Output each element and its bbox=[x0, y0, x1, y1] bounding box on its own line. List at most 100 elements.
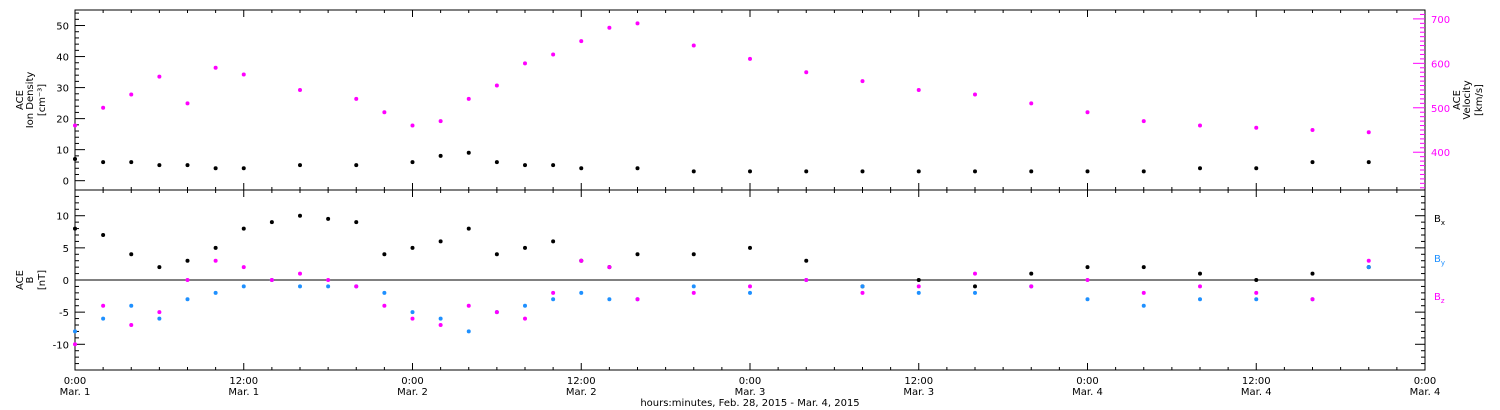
by-point bbox=[916, 290, 921, 295]
density-point bbox=[1366, 160, 1371, 165]
bx-point bbox=[410, 245, 415, 250]
bx-point bbox=[438, 239, 443, 244]
bz-point bbox=[269, 278, 274, 282]
bz-point bbox=[1366, 258, 1371, 263]
density-point bbox=[438, 153, 443, 158]
bz-point bbox=[438, 323, 443, 327]
bz-point bbox=[1141, 290, 1146, 295]
b-label-line2: B bbox=[25, 276, 36, 283]
bx-point bbox=[494, 252, 499, 257]
x-tick-time: 0:00 bbox=[1076, 376, 1098, 387]
density-point bbox=[860, 169, 865, 174]
bx-point bbox=[298, 213, 302, 218]
data-marks bbox=[73, 21, 1371, 347]
b-label-line3: [nT] bbox=[37, 270, 48, 290]
bz-point bbox=[298, 271, 302, 276]
x-tick-time: 12:00 bbox=[904, 376, 933, 387]
bx-point bbox=[157, 265, 162, 270]
by-point bbox=[326, 284, 331, 289]
x-tick-date: Mar. 1 bbox=[228, 387, 259, 398]
by-point bbox=[298, 284, 302, 289]
bz-point bbox=[494, 310, 499, 315]
velocity-point bbox=[860, 79, 865, 84]
bz-point bbox=[1029, 284, 1034, 289]
bz-point bbox=[157, 310, 162, 315]
density-tick-label: 20 bbox=[56, 115, 69, 126]
density-point bbox=[129, 160, 134, 165]
bx-point bbox=[241, 226, 246, 231]
bz-point bbox=[354, 284, 359, 289]
bz-point bbox=[241, 265, 246, 270]
by-point bbox=[213, 290, 218, 295]
bx-point bbox=[1254, 278, 1259, 282]
velocity-label-line3: [km/s] bbox=[1474, 84, 1485, 116]
bz-point bbox=[1254, 290, 1259, 295]
by-point bbox=[241, 284, 246, 289]
bx-point bbox=[691, 252, 696, 257]
velocity-point bbox=[804, 70, 809, 75]
b-legend: Bx By Bz bbox=[1434, 214, 1445, 305]
velocity-point bbox=[241, 72, 246, 77]
x-tick-time: 0:00 bbox=[64, 376, 86, 387]
density-point bbox=[1198, 166, 1202, 171]
density-point bbox=[466, 150, 471, 155]
x-tick-time: 0:00 bbox=[1414, 376, 1436, 387]
velocity-point bbox=[607, 25, 612, 30]
density-point bbox=[691, 169, 696, 174]
bz-point bbox=[607, 265, 612, 270]
velocity-point bbox=[129, 92, 134, 97]
bz-point bbox=[916, 284, 921, 289]
density-point bbox=[157, 163, 162, 168]
legend-by: By bbox=[1434, 254, 1445, 267]
velocity-point bbox=[916, 88, 921, 92]
density-point bbox=[551, 163, 556, 168]
by-point bbox=[129, 303, 134, 308]
density-tick-label: 30 bbox=[56, 84, 69, 95]
velocity-point bbox=[579, 39, 584, 44]
velocity-point bbox=[382, 110, 387, 115]
density-point bbox=[804, 169, 809, 174]
by-point bbox=[1198, 297, 1202, 302]
bz-point bbox=[635, 297, 640, 302]
bz-point bbox=[804, 278, 809, 282]
density-point bbox=[298, 163, 302, 168]
x-tick-time: 12:00 bbox=[229, 376, 258, 387]
bx-point bbox=[1085, 265, 1090, 270]
by-point bbox=[973, 290, 977, 295]
b-tick-label: -5 bbox=[59, 308, 69, 319]
by-point bbox=[1141, 303, 1146, 308]
density-tick-label: 10 bbox=[56, 146, 69, 157]
top-panel-frame bbox=[74, 9, 1426, 191]
by-point bbox=[157, 316, 162, 321]
by-point bbox=[748, 290, 752, 295]
velocity-axis-label: ACE Velocity [km/s] bbox=[1452, 80, 1485, 119]
density-point bbox=[579, 166, 584, 171]
velocity-point bbox=[635, 21, 640, 26]
bx-point bbox=[129, 252, 134, 257]
bx-point bbox=[523, 245, 527, 250]
velocity-point bbox=[1366, 130, 1371, 135]
bx-point bbox=[551, 239, 556, 244]
by-point bbox=[860, 284, 865, 289]
legend-by-sub: y bbox=[1441, 259, 1445, 267]
bx-point bbox=[73, 226, 77, 231]
velocity-point bbox=[973, 92, 977, 97]
density-point bbox=[523, 163, 527, 168]
density-point bbox=[213, 166, 218, 171]
velocity-point bbox=[748, 56, 752, 61]
x-tick-date: Mar. 3 bbox=[735, 387, 766, 398]
velocity-point bbox=[1029, 101, 1034, 106]
velocity-label-line2: Velocity bbox=[1462, 80, 1473, 119]
density-point bbox=[73, 156, 77, 161]
x-tick-date: Mar. 2 bbox=[397, 387, 428, 398]
velocity-point bbox=[691, 43, 696, 48]
density-point bbox=[973, 169, 977, 174]
velocity-tick-label: 700 bbox=[1431, 15, 1450, 26]
by-point bbox=[523, 303, 527, 308]
bx-point bbox=[635, 252, 640, 257]
bx-point bbox=[748, 245, 752, 250]
x-tick-date: Mar. 4 bbox=[1241, 387, 1272, 398]
by-point bbox=[382, 290, 387, 295]
bx-point bbox=[213, 245, 218, 250]
